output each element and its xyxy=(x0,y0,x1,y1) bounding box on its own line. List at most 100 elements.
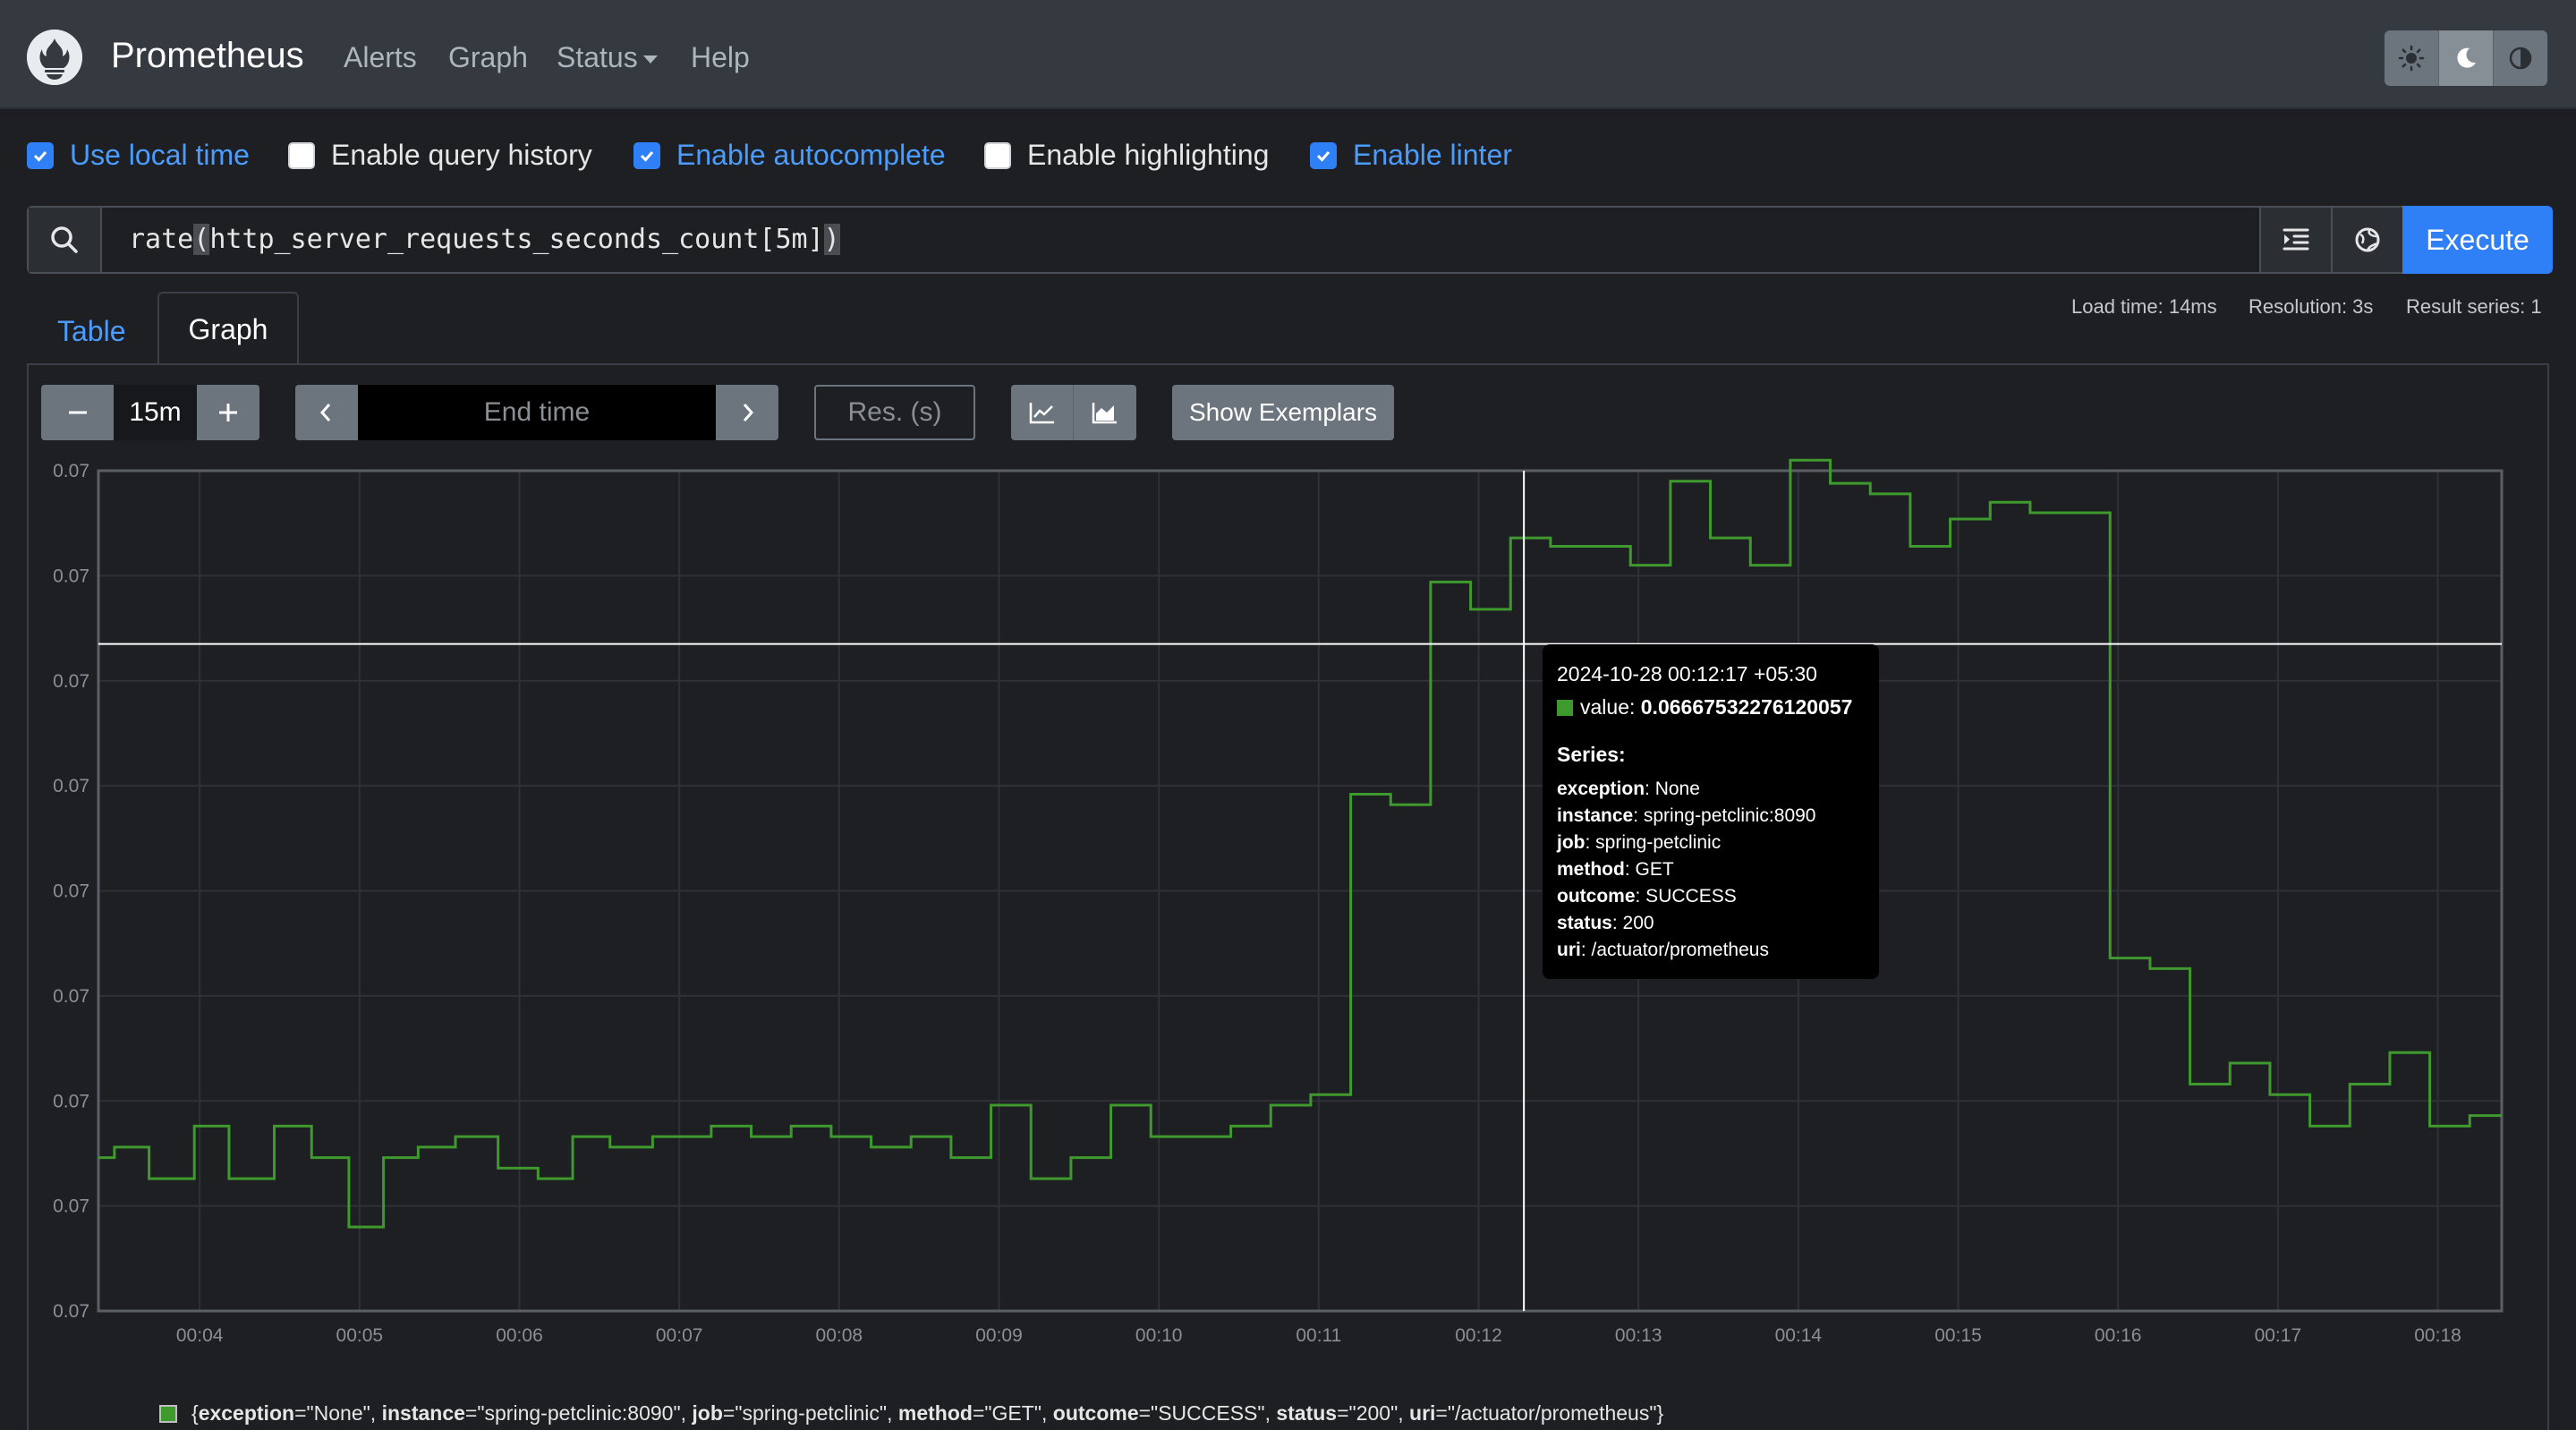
tooltip-label-key: instance xyxy=(1557,805,1634,826)
theme-toggle-group xyxy=(2385,30,2547,86)
half-circle-icon xyxy=(2509,47,2532,70)
x-tick-label: 00:12 xyxy=(1455,1325,1502,1346)
y-tick-label: 0.07 xyxy=(53,461,89,481)
format-icon xyxy=(2283,228,2309,251)
result-series: Result series: 1 xyxy=(2406,295,2542,318)
x-tick-label: 00:06 xyxy=(496,1325,543,1346)
tooltip-value-row: value: 0.06667532276120057 xyxy=(1557,695,1865,719)
tooltip-series-label: Series: xyxy=(1557,743,1626,766)
series-legend[interactable]: {exception="None", instance="spring-petc… xyxy=(159,1401,1663,1426)
prometheus-logo-icon[interactable] xyxy=(27,30,82,85)
line-chart-icon xyxy=(1029,403,1054,424)
option-label: Enable autocomplete xyxy=(676,139,946,171)
theme-light-button[interactable] xyxy=(2385,30,2439,86)
x-tick-label: 00:15 xyxy=(1934,1325,1982,1346)
checkbox-checked-icon[interactable] xyxy=(633,141,660,169)
y-tick-label: 0.07 xyxy=(53,1091,89,1111)
x-tick-label: 00:04 xyxy=(176,1325,224,1346)
stacked-chart-button[interactable] xyxy=(1074,385,1136,440)
legend-label-key: outcome xyxy=(1052,1401,1139,1425)
y-tick-label: 0.07 xyxy=(53,566,89,586)
legend-label-text: ="200", xyxy=(1337,1401,1410,1425)
series-swatch xyxy=(1557,699,1573,716)
series-line[interactable] xyxy=(98,458,2502,1229)
query-function: rate xyxy=(129,224,194,255)
navbar: Prometheus Alerts Graph Status Help xyxy=(0,0,2576,109)
y-tick-label: 0.07 xyxy=(53,776,89,796)
y-tick-label: 0.07 xyxy=(53,1301,89,1322)
show-exemplars-button[interactable]: Show Exemplars xyxy=(1172,385,1394,440)
legend-label-key: exception xyxy=(198,1401,295,1425)
increase-range-button[interactable] xyxy=(197,385,259,440)
tooltip-label-value: : 200 xyxy=(1611,913,1654,933)
line-chart-button[interactable] xyxy=(1011,385,1074,440)
option-enable-linter[interactable]: Enable linter xyxy=(1310,139,1512,172)
execute-button[interactable]: Execute xyxy=(2402,206,2553,274)
option-enable-highlighting[interactable]: Enable highlighting xyxy=(984,139,1269,172)
theme-dark-button[interactable] xyxy=(2439,30,2494,86)
tooltip-label-row: outcome: SUCCESS xyxy=(1557,883,1865,910)
option-label: Use local time xyxy=(70,139,250,171)
option-enable-query-history[interactable]: Enable query history xyxy=(288,139,592,172)
minus-icon xyxy=(68,411,87,414)
theme-auto-button[interactable] xyxy=(2494,30,2547,86)
brand-title[interactable]: Prometheus xyxy=(111,36,304,75)
nav-alerts[interactable]: Alerts xyxy=(344,41,417,73)
query-metric: http_server_requests_seconds_count[5m] xyxy=(209,224,824,255)
tooltip-label-value: : spring-petclinic:8090 xyxy=(1633,805,1816,826)
option-use-local-time[interactable]: Use local time xyxy=(27,139,250,172)
checkbox-unchecked-icon[interactable] xyxy=(288,141,315,169)
x-tick-label: 00:13 xyxy=(1615,1325,1662,1346)
chart-grid xyxy=(98,470,2502,1312)
area-chart-icon xyxy=(1092,403,1117,424)
tab-table[interactable]: Table xyxy=(57,315,126,347)
tooltip-label-value: : /actuator/prometheus xyxy=(1580,940,1769,960)
end-time-back-button[interactable] xyxy=(295,385,358,440)
format-query-button[interactable] xyxy=(2259,208,2331,272)
y-tick-label: 0.07 xyxy=(53,671,89,692)
decrease-range-button[interactable] xyxy=(41,385,114,440)
checkbox-checked-icon[interactable] xyxy=(1310,141,1337,169)
checkbox-unchecked-icon[interactable] xyxy=(984,141,1011,169)
nav-graph[interactable]: Graph xyxy=(448,41,528,73)
tooltip-label-key: exception xyxy=(1557,779,1645,799)
metrics-explorer-button[interactable] xyxy=(2331,208,2402,272)
graph-panel xyxy=(27,363,2549,1430)
end-time-input[interactable]: End time xyxy=(358,385,716,440)
checkbox-checked-icon[interactable] xyxy=(27,141,54,169)
moon-icon xyxy=(2457,47,2476,68)
range-input[interactable]: 15m xyxy=(114,385,197,440)
x-tick-label: 00:07 xyxy=(656,1325,703,1346)
legend-swatch[interactable] xyxy=(159,1404,177,1423)
load-time: Load time: 14ms xyxy=(2071,295,2217,318)
tooltip-label-row: status: 200 xyxy=(1557,910,1865,937)
x-tick-label: 00:17 xyxy=(2255,1325,2302,1346)
resolution-input[interactable]: Res. (s) xyxy=(814,385,975,440)
legend-label-text: { xyxy=(191,1401,199,1425)
legend-label-key: job xyxy=(692,1401,723,1425)
option-enable-autocomplete[interactable]: Enable autocomplete xyxy=(633,139,946,172)
legend-label-key: uri xyxy=(1409,1401,1436,1425)
nav-status[interactable]: Status xyxy=(557,41,658,74)
legend-label-key: instance xyxy=(381,1401,465,1425)
tooltip-label-row: method: GET xyxy=(1557,856,1865,883)
nav-status-label: Status xyxy=(557,41,638,73)
query-paren-open: ( xyxy=(193,224,210,255)
tooltip-label-row: exception: None xyxy=(1557,776,1865,803)
tab-graph[interactable]: Graph xyxy=(157,292,299,365)
y-axis: 0.07 0.07 0.07 0.07 0.07 0.07 0.07 0.07 0.07 xyxy=(53,461,89,1322)
tooltip-label-key: uri xyxy=(1557,940,1581,960)
end-time-forward-button[interactable] xyxy=(716,385,778,440)
caret-down-icon xyxy=(642,55,658,64)
legend-label-text: ="spring-petclinic:8090", xyxy=(464,1401,693,1425)
query-input[interactable]: rate(http_server_requests_seconds_count[… xyxy=(129,224,840,255)
legend-label-key: method xyxy=(897,1401,973,1425)
query-paren-close: ) xyxy=(823,224,840,255)
tooltip-label-row: uri: /actuator/prometheus xyxy=(1557,937,1865,964)
resolution: Resolution: 3s xyxy=(2249,295,2374,318)
legend-label-text: ="spring-petclinic", xyxy=(722,1401,898,1425)
globe-icon xyxy=(2355,227,2380,252)
tooltip-label-row: job: spring-petclinic xyxy=(1557,830,1865,856)
nav-help[interactable]: Help xyxy=(691,41,750,73)
